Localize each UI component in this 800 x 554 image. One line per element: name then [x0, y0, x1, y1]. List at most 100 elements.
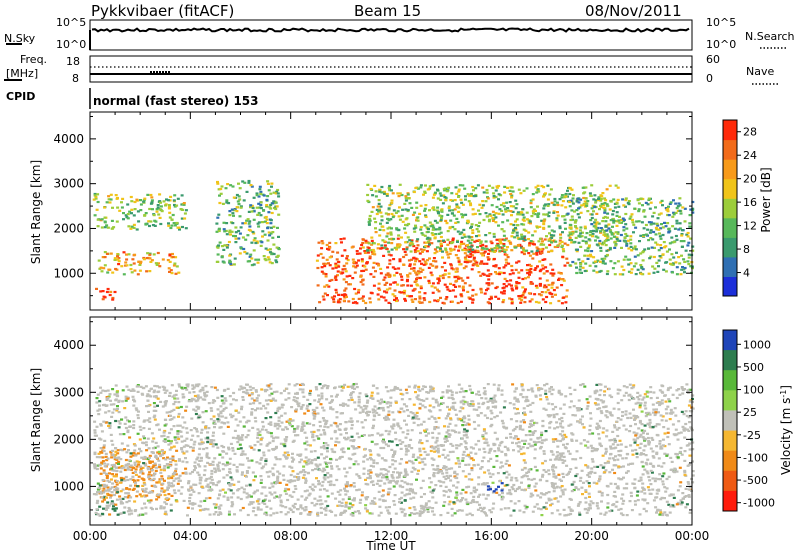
echo-cell — [554, 405, 558, 409]
echo-cell — [182, 203, 186, 206]
echo-cell — [109, 451, 113, 454]
echo-cell — [447, 396, 451, 399]
echo-cell — [568, 187, 572, 190]
echo-cell — [608, 208, 612, 211]
echo-cell — [682, 240, 686, 243]
echo-cell — [647, 443, 651, 446]
echo-cell — [270, 226, 273, 229]
echo-cell — [403, 499, 407, 502]
echo-cell — [564, 301, 568, 304]
echo-cell — [161, 482, 165, 485]
echo-cell — [220, 256, 224, 259]
echo-cell — [296, 508, 299, 511]
echo-cell — [556, 203, 560, 207]
echo-cell — [485, 262, 489, 265]
echo-cell — [404, 195, 408, 198]
echo-cell — [562, 279, 566, 282]
echo-cell — [408, 264, 412, 267]
echo-cell — [455, 444, 459, 447]
echo-cell — [674, 261, 678, 264]
echo-cell — [343, 289, 347, 292]
echo-cell — [565, 473, 569, 476]
echo-cell — [95, 208, 99, 211]
echo-cell — [616, 485, 620, 488]
echo-cell — [523, 467, 527, 470]
echo-cell — [310, 430, 314, 434]
echo-cell — [606, 216, 609, 219]
echo-cell — [396, 244, 400, 247]
echo-cell — [168, 260, 172, 263]
echo-cell — [433, 252, 437, 255]
echo-cell — [617, 508, 621, 511]
echo-cell — [526, 264, 529, 267]
echo-cell — [468, 284, 472, 287]
echo-cell — [326, 450, 329, 453]
echo-cell — [403, 250, 407, 253]
echo-cell — [484, 212, 488, 215]
echo-cell — [124, 399, 128, 402]
echo-cell — [407, 445, 411, 448]
echo-cell — [467, 455, 471, 458]
echo-cell — [201, 389, 205, 392]
echo-cell — [268, 486, 272, 489]
echo-cell — [667, 228, 671, 231]
echo-cell — [540, 387, 544, 390]
echo-cell — [591, 460, 595, 463]
echo-cell — [501, 287, 505, 290]
echo-cell — [503, 484, 507, 487]
echo-cell — [461, 497, 465, 500]
echo-cell — [539, 398, 543, 401]
echo-cell — [136, 210, 140, 213]
echo-cell — [284, 426, 288, 429]
echo-cell — [662, 462, 666, 465]
echo-cell — [380, 476, 384, 479]
echo-cell — [422, 297, 426, 300]
echo-cell — [400, 278, 404, 281]
freq-left-tick-bottom: 8 — [72, 72, 79, 85]
echo-cell — [624, 410, 628, 413]
echo-cell — [269, 203, 273, 207]
echo-cell — [583, 227, 587, 230]
echo-cell — [183, 386, 187, 390]
echo-cell — [323, 468, 327, 472]
echo-cell — [285, 427, 289, 431]
echo-cell — [95, 287, 98, 290]
echo-cell — [649, 237, 653, 240]
echo-cell — [446, 511, 450, 514]
echo-cell — [159, 478, 163, 481]
echo-cell — [406, 409, 409, 412]
echo-cell — [641, 251, 645, 254]
echo-cell — [542, 204, 546, 207]
echo-cell — [478, 448, 481, 451]
echo-cell — [152, 474, 156, 477]
echo-cell — [380, 457, 384, 460]
echo-cell — [385, 291, 389, 294]
echo-cell — [641, 204, 644, 207]
echo-cell — [170, 494, 174, 497]
echo-cell — [659, 237, 663, 240]
echo-cell — [450, 248, 454, 251]
echo-cell — [199, 500, 203, 503]
echo-cell — [622, 258, 626, 261]
echo-cell — [474, 250, 477, 253]
echo-cell — [401, 431, 405, 434]
echo-cell — [340, 455, 344, 458]
echo-cell — [575, 439, 579, 442]
echo-cell — [328, 264, 332, 267]
echo-cell — [595, 230, 598, 233]
echo-cell — [537, 440, 541, 444]
echo-cell — [635, 432, 639, 435]
echo-cell — [431, 390, 435, 393]
echo-cell — [399, 291, 403, 294]
echo-cell — [424, 245, 428, 248]
echo-cell — [183, 439, 187, 442]
echo-cell — [100, 218, 104, 221]
echo-cell — [153, 389, 157, 392]
echo-cell — [505, 285, 508, 288]
echo-cell — [452, 248, 456, 251]
echo-cell — [586, 249, 590, 253]
echo-cell — [180, 217, 184, 220]
echo-cell — [403, 514, 407, 517]
echo-cell — [601, 431, 605, 434]
echo-cell — [672, 433, 676, 436]
